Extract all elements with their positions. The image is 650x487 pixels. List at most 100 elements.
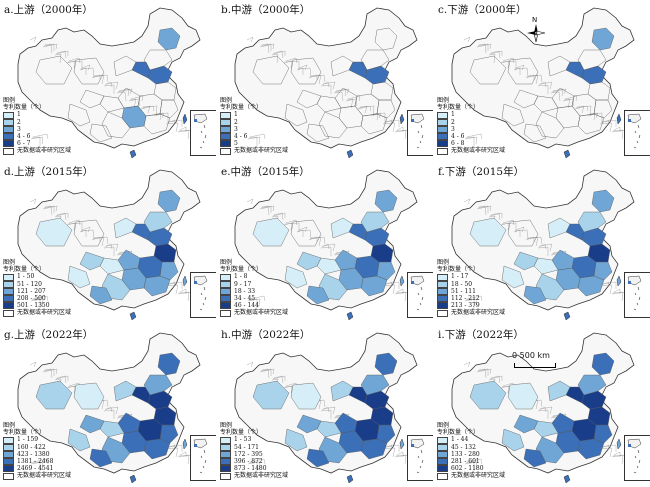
admin-boundary bbox=[563, 98, 571, 109]
south-china-sea-inset bbox=[407, 435, 433, 481]
legend-swatch bbox=[437, 287, 448, 295]
region-polygon bbox=[89, 448, 113, 468]
legend-swatch bbox=[220, 273, 231, 281]
legend-heading: 专利数量（个） bbox=[3, 429, 46, 437]
admin-boundary bbox=[345, 98, 358, 107]
south-china-sea-inset bbox=[190, 110, 216, 156]
admin-boundary bbox=[575, 105, 585, 114]
admin-boundary bbox=[66, 222, 76, 231]
map-legend: 图例 专利数量（个） 1 - 44 45 - 132 133 - 280 281 - 60… bbox=[437, 422, 523, 480]
admin-boundary bbox=[500, 222, 510, 231]
legend-item: 1 - 159 bbox=[3, 436, 89, 444]
map-legend: 图例 专利数量（个） 1 2 3 4 - 6 5 无数据或非研究区域 bbox=[220, 97, 306, 155]
taiwan-island bbox=[399, 275, 405, 287]
admin-boundary bbox=[384, 281, 400, 289]
legend-label: 873 - 1480 bbox=[234, 465, 267, 473]
legend-item-nodata: 无数据或非研究区域 bbox=[437, 147, 523, 155]
legend-label: 133 - 280 bbox=[451, 450, 480, 458]
south-china-sea-inset bbox=[624, 272, 650, 318]
legend-item: 281 - 601 bbox=[437, 458, 523, 466]
legend-label: 6 - 7 bbox=[17, 140, 31, 148]
legend-item: 873 - 1480 bbox=[220, 465, 306, 473]
south-china-sea-inset bbox=[624, 435, 650, 481]
admin-boundary bbox=[166, 281, 176, 288]
legend-item: 4 - 6 bbox=[220, 133, 306, 141]
region-polygon bbox=[284, 265, 308, 289]
admin-boundary bbox=[477, 205, 489, 213]
admin-boundary bbox=[478, 43, 487, 54]
region-polygon bbox=[318, 436, 348, 464]
admin-boundary bbox=[297, 229, 312, 240]
region-polygon bbox=[117, 412, 141, 434]
region-polygon bbox=[334, 249, 358, 271]
legend-swatch bbox=[437, 302, 448, 310]
region-polygon bbox=[507, 219, 539, 247]
admin-boundary bbox=[55, 50, 69, 56]
admin-boundary bbox=[92, 236, 109, 245]
admin-boundary bbox=[67, 222, 83, 232]
panel-title: b.中游（2000年） bbox=[221, 4, 311, 16]
region-polygon bbox=[523, 448, 547, 468]
legend-swatch bbox=[3, 111, 14, 119]
admin-boundary bbox=[29, 36, 37, 43]
region-polygon bbox=[89, 123, 113, 143]
taiwan-island bbox=[399, 438, 405, 450]
map-panel-g: g.上游（2022年） 图例 专利数量（个） 1 - 159 160 - 422 423 … bbox=[0, 325, 216, 487]
china-map bbox=[234, 7, 418, 159]
admin-boundary bbox=[515, 64, 525, 71]
legend-label: 18 - 33 bbox=[234, 287, 256, 295]
admin-boundary bbox=[56, 375, 67, 384]
admin-boundary bbox=[358, 105, 368, 114]
admin-boundary bbox=[166, 444, 176, 451]
hainan-island bbox=[129, 311, 137, 321]
admin-boundary bbox=[66, 60, 76, 69]
admin-boundary bbox=[261, 368, 270, 379]
admin-boundary bbox=[537, 246, 549, 256]
north-label: N bbox=[532, 16, 538, 24]
admin-boundary bbox=[463, 36, 471, 43]
hainan-island bbox=[563, 474, 571, 484]
legend-swatch bbox=[220, 295, 231, 303]
region-polygon bbox=[296, 251, 322, 271]
admin-boundary bbox=[43, 368, 55, 376]
country-outline bbox=[234, 7, 418, 149]
region-polygon bbox=[374, 27, 398, 51]
legend-item: 501 - 1350 bbox=[3, 302, 89, 310]
legend-item: 5 bbox=[220, 140, 306, 148]
admin-boundary bbox=[80, 67, 95, 78]
legend-label: 112 - 212 bbox=[451, 295, 480, 303]
admin-boundary bbox=[466, 458, 483, 465]
legend-item-nodata: 无数据或非研究区域 bbox=[220, 472, 306, 480]
legend-swatch bbox=[437, 458, 448, 466]
admin-boundary bbox=[285, 57, 298, 64]
taiwan-island bbox=[182, 438, 188, 450]
admin-boundary bbox=[32, 458, 49, 465]
admin-boundary bbox=[167, 119, 183, 127]
region-polygon bbox=[577, 49, 607, 71]
region-polygon bbox=[306, 285, 330, 305]
admin-boundary bbox=[285, 219, 298, 226]
admin-boundary bbox=[500, 60, 510, 69]
admin-boundary bbox=[30, 298, 44, 307]
legend-item: 2469 - 4541 bbox=[3, 465, 89, 473]
admin-boundary bbox=[383, 444, 393, 451]
region-polygon bbox=[374, 352, 398, 376]
admin-boundary bbox=[44, 368, 53, 379]
legend-label: 3 bbox=[451, 125, 455, 133]
admin-boundary bbox=[476, 205, 492, 212]
legend-item: 51 - 120 bbox=[3, 281, 89, 288]
admin-boundary bbox=[550, 91, 561, 102]
legend-item-nodata: 无数据或非研究区域 bbox=[3, 309, 89, 317]
admin-boundary bbox=[564, 95, 578, 102]
admin-boundary bbox=[261, 43, 270, 54]
legend-swatch bbox=[3, 118, 14, 126]
legend-item: 160 - 422 bbox=[3, 444, 89, 451]
legend-label: 1 bbox=[234, 111, 238, 119]
admin-boundary bbox=[68, 57, 81, 64]
scale-bar: 0 500 km bbox=[512, 351, 572, 375]
legend-label: 34 - 45 bbox=[234, 295, 256, 303]
legend-swatch bbox=[437, 472, 448, 480]
region-polygon bbox=[157, 27, 181, 51]
china-map bbox=[451, 332, 635, 484]
